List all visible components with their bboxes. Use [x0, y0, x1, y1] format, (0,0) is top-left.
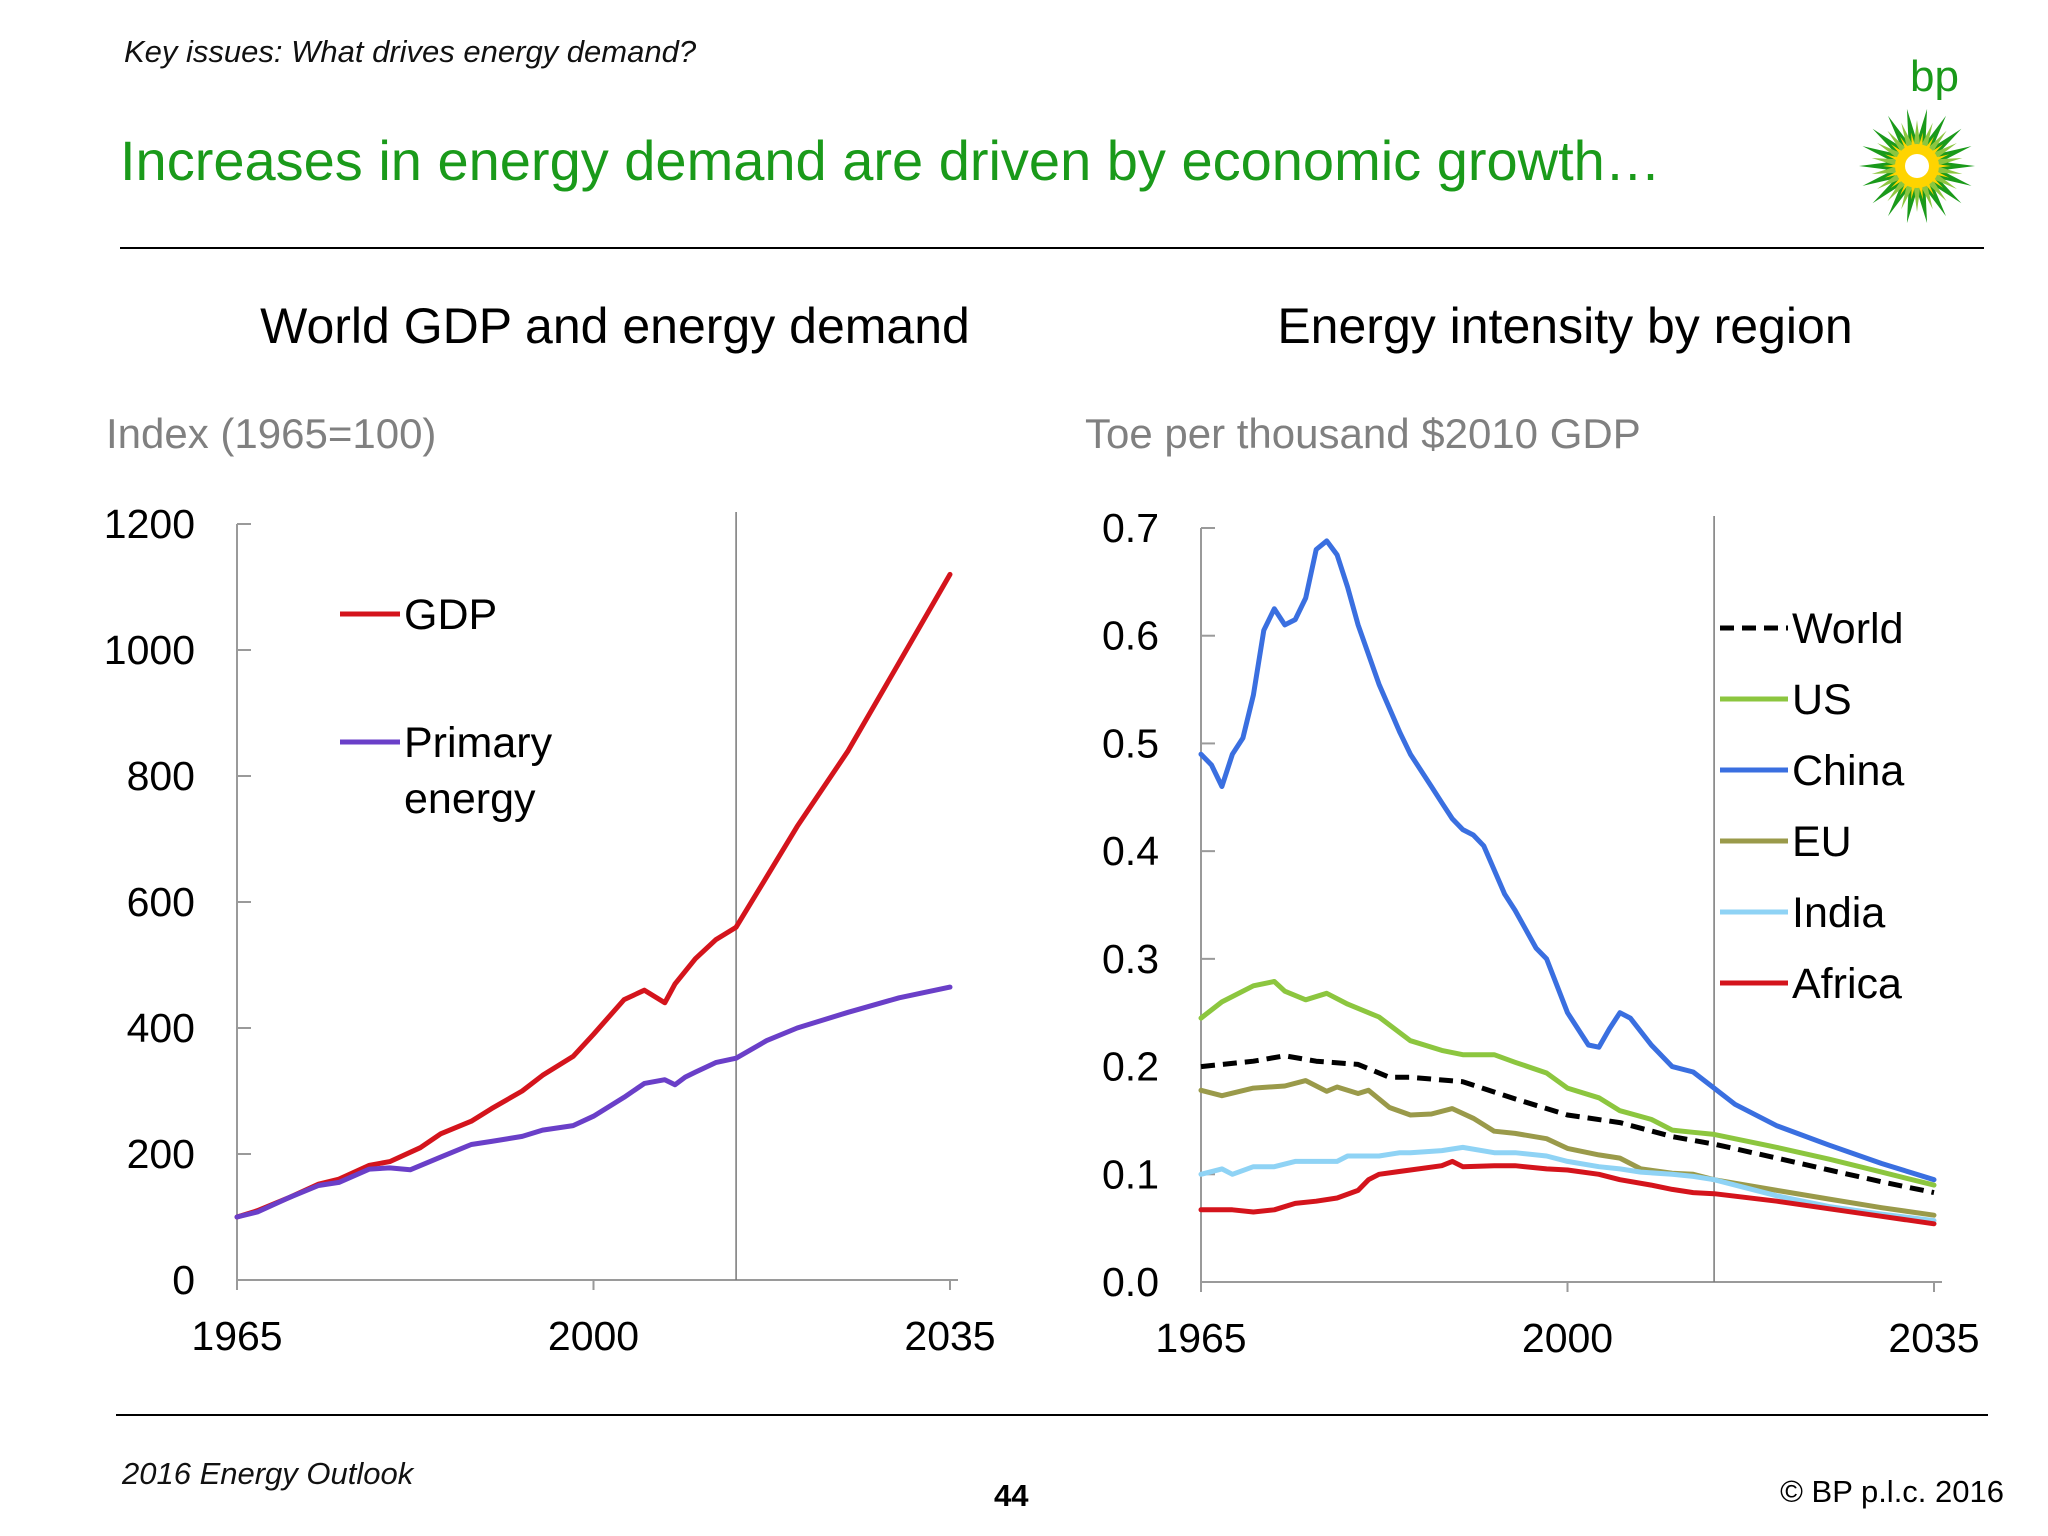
left-y-tick-label: 1000 — [104, 627, 195, 673]
bottom-divider — [116, 1414, 1988, 1416]
right-y-tick-label: 0.4 — [1102, 828, 1159, 874]
right-legend-label: Africa — [1792, 960, 1902, 1008]
left-y-tick-label: 600 — [127, 879, 195, 925]
right-series-africa — [1198, 1158, 1937, 1227]
bp-logo-text: bp — [1910, 52, 1959, 101]
copyright: © BP p.l.c. 2016 — [1780, 1474, 2004, 1509]
right-y-tick-label: 0.6 — [1102, 613, 1159, 659]
left-y-tick-label: 800 — [127, 753, 195, 799]
energy-intensity-chart: 0.0 0.1 0.2 0.3 0.4 0.5 0.6 0.7 1965 2000 2035 Worl… — [1102, 505, 1980, 1361]
right-chart-title: Energy intensity by region — [1277, 298, 1853, 354]
left-x-tick-label: 2035 — [904, 1313, 995, 1359]
left-series-primary-energy — [234, 984, 953, 1220]
right-legend-label: India — [1792, 889, 1885, 937]
right-x-tick-label: 2035 — [1888, 1315, 1979, 1361]
right-unit-label: Toe per thousand $2010 GDP — [1085, 410, 1641, 457]
left-series-gdp — [234, 571, 953, 1220]
kicker-text: Key issues: What drives energy demand? — [124, 34, 697, 69]
right-y-tick-label: 0.3 — [1102, 936, 1159, 982]
right-series-china — [1198, 538, 1937, 1183]
right-legend-label: China — [1792, 747, 1904, 795]
right-legend-label: EU — [1792, 818, 1852, 866]
right-y-tick-label: 0.1 — [1102, 1151, 1159, 1197]
left-legend-label: GDP — [404, 591, 497, 639]
page-number: 44 — [994, 1478, 1029, 1513]
left-y-tick-label: 0 — [172, 1257, 195, 1303]
right-x-tick-label: 2000 — [1522, 1315, 1613, 1361]
left-legend-label: Primary — [404, 719, 553, 767]
right-legend-label: US — [1792, 676, 1852, 724]
page-title: Increases in energy demand are driven by… — [120, 129, 1661, 192]
left-legend-label: energy — [404, 775, 536, 823]
left-x-tick-label: 2000 — [548, 1313, 639, 1359]
top-divider — [120, 247, 1984, 249]
left-unit-label: Index (1965=100) — [106, 410, 437, 457]
left-chart-title: World GDP and energy demand — [260, 298, 970, 354]
right-legend-label: World — [1792, 605, 1904, 653]
bp-logo: bp — [1852, 52, 1982, 224]
right-y-tick-label: 0.5 — [1102, 720, 1159, 766]
left-x-tick-label: 1965 — [191, 1313, 282, 1359]
right-y-tick-label: 0.0 — [1102, 1259, 1159, 1305]
right-series-india — [1198, 1144, 1937, 1224]
left-y-tick-label: 400 — [127, 1005, 195, 1051]
right-y-tick-label: 0.7 — [1102, 505, 1159, 551]
right-series-us — [1198, 979, 1937, 1188]
right-series-world — [1200, 1053, 1935, 1196]
left-y-tick-label: 200 — [127, 1131, 195, 1177]
gdp-energy-chart: 0 200 400 600 800 1000 1200 1965 2000 2035 GDP Prim… — [104, 501, 996, 1359]
right-series-eu — [1198, 1078, 1937, 1218]
left-y-tick-label: 1200 — [104, 501, 195, 547]
report-name: 2016 Energy Outlook — [122, 1456, 414, 1491]
right-x-tick-label: 1965 — [1155, 1315, 1246, 1361]
helios-icon — [1859, 108, 1975, 224]
right-y-tick-label: 0.2 — [1102, 1044, 1159, 1090]
